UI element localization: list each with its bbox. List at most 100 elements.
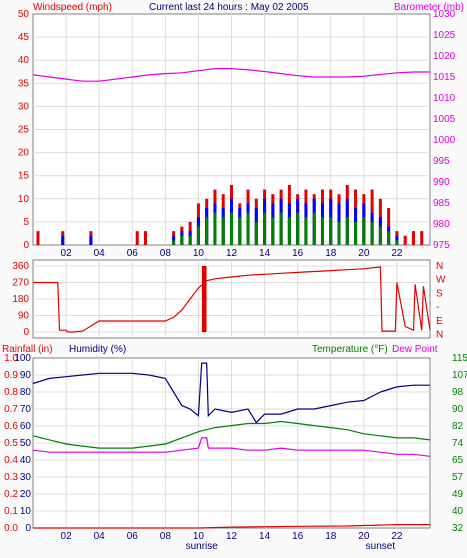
wind-bar <box>221 217 225 245</box>
barometer-tick-label: 1030 <box>433 9 456 20</box>
humidity-tick-label: 40 <box>20 455 32 466</box>
wind-bar <box>312 212 316 245</box>
temperature-axis-label: Temperature (°F) <box>312 344 388 355</box>
wind-bar <box>411 231 415 245</box>
wind-direction-spike <box>203 266 207 332</box>
temperature-tick-label: 65 <box>452 455 464 466</box>
wind-bar <box>395 240 399 245</box>
windspeed-tick-label: 35 <box>18 78 30 89</box>
barometer-tick-label: 1000 <box>433 135 456 146</box>
rainfall-tick-label: 0.9 <box>4 370 18 381</box>
wind-bar <box>89 235 93 245</box>
series-line <box>33 523 430 529</box>
wind-direction-line <box>33 266 431 333</box>
climate-panel-x-tick-label: 14 <box>259 531 271 542</box>
wind-bar <box>403 235 407 245</box>
humidity-tick-label: 70 <box>20 404 32 415</box>
humidity-tick-label: 100 <box>14 353 31 364</box>
wind-bar <box>246 212 250 245</box>
humidity-tick-label: 60 <box>20 421 32 432</box>
compass-label: W <box>436 275 446 286</box>
direction-tick-label: 0 <box>23 327 29 338</box>
wind-panel-x-tick-label: 14 <box>259 248 271 259</box>
wind-direction-spike <box>201 266 205 332</box>
humidity-tick-label: 0 <box>25 523 31 534</box>
humidity-tick-label: 30 <box>20 472 32 483</box>
temperature-tick-label: 57 <box>452 472 464 483</box>
temperature-tick-label: 107 <box>452 370 467 381</box>
wind-panel-x-tick-label: 12 <box>226 248 238 259</box>
temperature-tick-label: 115 <box>452 353 467 364</box>
barometer-line <box>32 67 430 82</box>
wind-bar <box>36 231 40 245</box>
climate-panel-x-tick-label: 04 <box>94 531 106 542</box>
compass-label: N <box>436 330 443 341</box>
barometer-tick-label: 1020 <box>433 51 456 62</box>
humidity-tick-label: 10 <box>20 506 32 517</box>
windspeed-tick-label: 40 <box>18 55 30 66</box>
climate-panel-x-tick-label: 12 <box>226 531 238 542</box>
rainfall-tick-label: 0.8 <box>4 387 18 398</box>
wind-bar <box>420 231 424 245</box>
wind-bar <box>188 235 192 245</box>
chart-title: Current last 24 hours : May 02 2005 <box>149 2 309 13</box>
wind-bar <box>329 217 333 245</box>
wind-bar <box>304 217 308 245</box>
wind-bar <box>205 217 209 245</box>
rainfall-tick-label: 0.7 <box>4 404 18 415</box>
climate-panel-x-tick-label: 10 <box>193 531 205 542</box>
rainfall-tick-label: 0.2 <box>4 489 18 500</box>
temperature-tick-label: 82 <box>452 421 464 432</box>
humidity-tick-label: 90 <box>20 370 32 381</box>
series-line <box>32 362 430 424</box>
barometer-tick-label: 980 <box>433 219 450 230</box>
climate-panel-x-tick-label: 06 <box>127 531 139 542</box>
windspeed-tick-label: 0 <box>23 240 29 251</box>
wind-bar <box>143 231 147 245</box>
windspeed-tick-label: 5 <box>23 217 29 228</box>
wind-bar <box>196 226 200 245</box>
temperature-tick-label: 32 <box>452 523 464 534</box>
humidity-tick-label: 80 <box>20 387 32 398</box>
wind-bar <box>387 231 391 245</box>
windspeed-tick-label: 50 <box>18 9 30 20</box>
barometer-axis-label: Barometer (mb) <box>394 2 464 13</box>
wind-bar <box>279 212 283 245</box>
series-line <box>32 437 431 457</box>
temperature-tick-label: 90 <box>452 404 464 415</box>
wind-bar <box>254 221 258 245</box>
wind-bar <box>337 221 341 245</box>
wind-panel-x-tick-label: 08 <box>160 248 172 259</box>
temperature-tick-label: 49 <box>452 489 464 500</box>
direction-tick-label: 270 <box>12 278 29 289</box>
windspeed-tick-label: 10 <box>18 194 30 205</box>
compass-label: N <box>436 261 443 272</box>
barometer-tick-label: 1025 <box>433 30 456 41</box>
barometer-tick-label: 1010 <box>433 93 456 104</box>
windspeed-tick-label: 45 <box>18 32 30 43</box>
wind-panel-x-tick-label: 10 <box>193 248 205 259</box>
wind-bar <box>362 217 366 245</box>
climate-panel-x-tick-label: 02 <box>61 531 73 542</box>
wind-bar <box>320 217 324 245</box>
barometer-tick-label: 1015 <box>433 72 456 83</box>
wind-bar <box>354 221 358 245</box>
wind-bar <box>180 235 184 245</box>
climate-panel-x-tick-label: 22 <box>391 531 403 542</box>
rainfall-tick-label: 0.1 <box>4 506 18 517</box>
wind-bar <box>135 231 139 245</box>
wind-bar <box>172 240 176 245</box>
wind-panel-x-tick-label: 16 <box>292 248 304 259</box>
rainfall-axis-label: Rainfall (in) <box>2 344 53 355</box>
wind-panel-x-tick-label: 18 <box>325 248 337 259</box>
wind-bar <box>296 212 300 245</box>
wind-bar <box>238 217 242 245</box>
wind-bar <box>230 212 233 245</box>
climate-panel-sunset-label: sunset <box>366 541 396 552</box>
windspeed-tick-label: 30 <box>18 101 30 112</box>
series-line <box>32 420 431 449</box>
wind-bar <box>263 212 267 245</box>
wind-bar <box>213 212 217 245</box>
temperature-tick-label: 40 <box>452 506 464 517</box>
